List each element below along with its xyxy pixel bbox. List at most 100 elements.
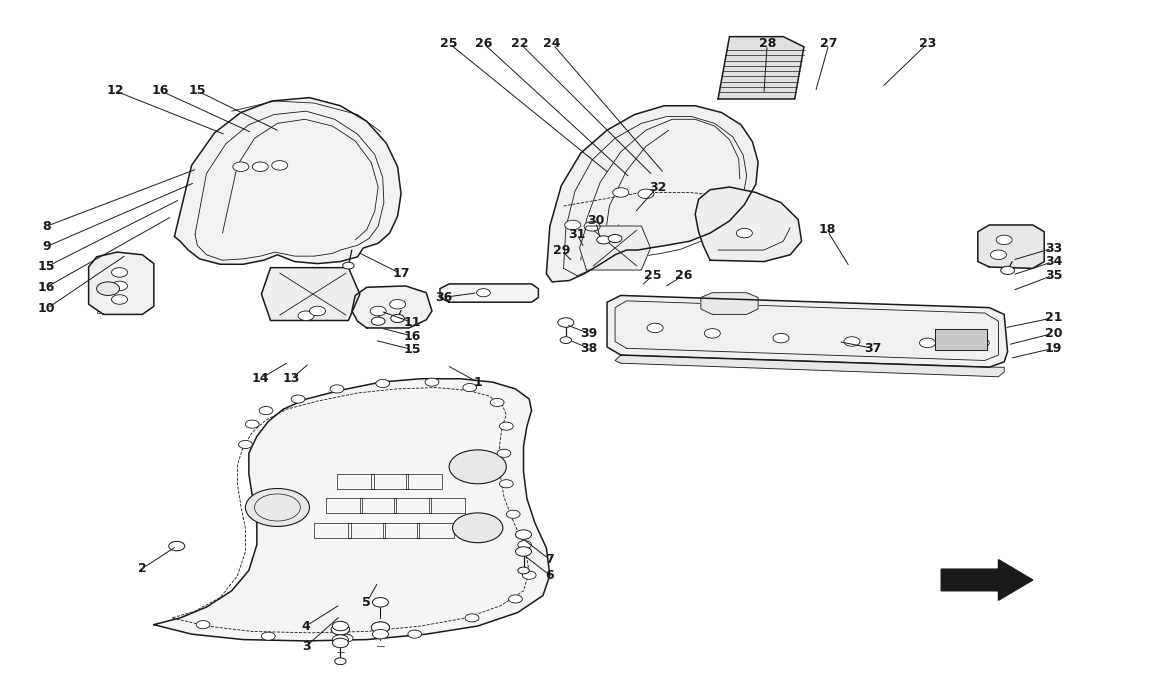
Circle shape xyxy=(291,395,305,403)
Text: 6: 6 xyxy=(545,569,554,582)
Circle shape xyxy=(426,378,439,386)
Circle shape xyxy=(920,338,935,348)
Circle shape xyxy=(518,567,529,574)
Polygon shape xyxy=(352,286,432,328)
Circle shape xyxy=(259,406,273,415)
Circle shape xyxy=(376,380,390,387)
Circle shape xyxy=(331,624,350,635)
Circle shape xyxy=(408,630,422,638)
Text: 4: 4 xyxy=(301,619,310,632)
Polygon shape xyxy=(941,559,1033,600)
Circle shape xyxy=(371,622,390,633)
Circle shape xyxy=(773,333,789,343)
Text: 33: 33 xyxy=(1044,242,1061,255)
Circle shape xyxy=(309,306,325,316)
Circle shape xyxy=(996,235,1012,245)
Text: 23: 23 xyxy=(919,37,936,50)
Text: 32: 32 xyxy=(649,180,666,193)
Circle shape xyxy=(343,262,354,269)
Circle shape xyxy=(252,162,268,171)
Circle shape xyxy=(332,635,348,644)
Circle shape xyxy=(990,250,1006,260)
Polygon shape xyxy=(154,379,550,641)
Circle shape xyxy=(844,337,860,346)
Circle shape xyxy=(736,228,752,238)
Circle shape xyxy=(261,632,275,640)
Polygon shape xyxy=(615,355,1004,377)
Text: 38: 38 xyxy=(580,342,597,354)
Text: 12: 12 xyxy=(106,84,124,98)
Circle shape xyxy=(515,547,531,556)
Text: 5: 5 xyxy=(362,596,371,609)
Text: 30: 30 xyxy=(586,214,604,227)
Text: 17: 17 xyxy=(392,267,409,280)
Circle shape xyxy=(497,449,511,458)
Text: 34: 34 xyxy=(1044,255,1063,268)
Text: 31: 31 xyxy=(568,228,586,241)
Text: 37: 37 xyxy=(864,342,881,354)
Bar xyxy=(394,498,431,513)
Text: 13: 13 xyxy=(283,372,300,385)
Circle shape xyxy=(245,420,259,428)
Text: 15: 15 xyxy=(404,343,421,356)
Circle shape xyxy=(332,638,348,647)
Circle shape xyxy=(613,188,629,197)
Circle shape xyxy=(232,162,248,171)
Circle shape xyxy=(597,236,611,244)
Polygon shape xyxy=(89,252,154,314)
Text: 7: 7 xyxy=(545,553,554,566)
Circle shape xyxy=(371,317,385,325)
Circle shape xyxy=(112,268,128,277)
Bar xyxy=(371,473,408,488)
Text: 3: 3 xyxy=(301,640,310,653)
Circle shape xyxy=(330,385,344,393)
Bar xyxy=(417,523,454,538)
Circle shape xyxy=(373,630,389,639)
Text: 20: 20 xyxy=(1044,327,1063,340)
Circle shape xyxy=(370,306,386,316)
Circle shape xyxy=(638,189,654,199)
Text: 24: 24 xyxy=(543,37,561,50)
Circle shape xyxy=(518,541,531,549)
Polygon shape xyxy=(546,106,758,282)
Text: 22: 22 xyxy=(512,37,529,50)
Circle shape xyxy=(271,161,288,170)
Polygon shape xyxy=(261,268,360,320)
Text: 8: 8 xyxy=(41,220,51,233)
Circle shape xyxy=(499,479,513,488)
Text: 10: 10 xyxy=(38,303,55,316)
Polygon shape xyxy=(978,225,1044,268)
Circle shape xyxy=(245,488,309,527)
Circle shape xyxy=(390,300,406,309)
Polygon shape xyxy=(580,226,651,270)
Circle shape xyxy=(608,234,622,242)
Polygon shape xyxy=(440,284,538,302)
Circle shape xyxy=(169,542,185,550)
Text: 35: 35 xyxy=(1044,268,1063,281)
Circle shape xyxy=(476,289,490,297)
Circle shape xyxy=(462,383,476,391)
Circle shape xyxy=(332,622,348,631)
Circle shape xyxy=(298,311,314,320)
Text: 26: 26 xyxy=(475,37,492,50)
Polygon shape xyxy=(175,98,401,264)
Bar xyxy=(97,303,129,313)
Polygon shape xyxy=(718,37,804,99)
Bar xyxy=(360,498,397,513)
Circle shape xyxy=(97,282,120,296)
Circle shape xyxy=(584,221,600,231)
Circle shape xyxy=(704,329,720,338)
Bar xyxy=(406,473,443,488)
Text: 36: 36 xyxy=(435,291,452,304)
Text: 27: 27 xyxy=(820,37,838,50)
Bar xyxy=(314,523,351,538)
Circle shape xyxy=(373,598,389,607)
Text: 15: 15 xyxy=(189,84,206,98)
Polygon shape xyxy=(607,296,1007,367)
Text: 11: 11 xyxy=(404,316,421,329)
Circle shape xyxy=(335,658,346,665)
Circle shape xyxy=(499,422,513,430)
Text: 19: 19 xyxy=(1044,342,1063,354)
Text: 16: 16 xyxy=(38,281,55,294)
Text: 21: 21 xyxy=(1044,311,1063,324)
